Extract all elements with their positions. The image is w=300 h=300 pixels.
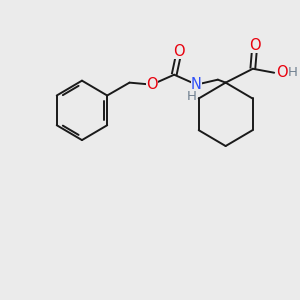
Text: O: O	[249, 38, 261, 53]
Text: O: O	[276, 65, 288, 80]
Text: H: H	[187, 90, 196, 103]
Text: N: N	[191, 77, 202, 92]
Text: H: H	[288, 66, 298, 79]
Text: O: O	[146, 77, 158, 92]
Text: O: O	[173, 44, 185, 59]
